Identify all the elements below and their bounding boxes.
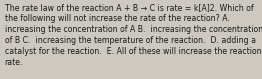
Text: The rate law of the reaction A + B → C is rate = k[A]2. Which of
the following w: The rate law of the reaction A + B → C i… <box>5 3 262 67</box>
